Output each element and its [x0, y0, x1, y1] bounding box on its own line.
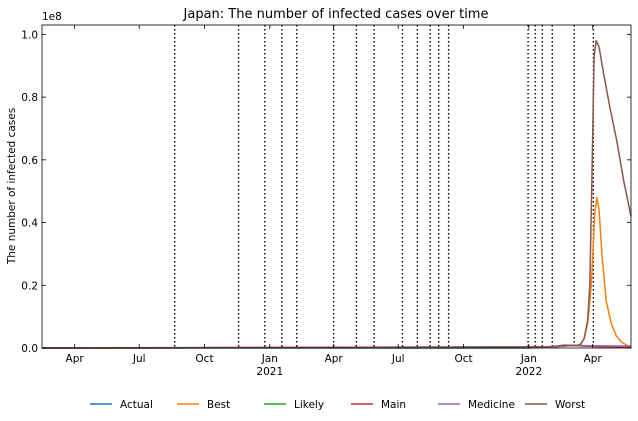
x-tick-label: Apr [325, 353, 344, 365]
x-tick-label: Jan [520, 353, 537, 365]
legend-item-medicine: Medicine [438, 399, 515, 411]
y-tick-label: 0.2 [21, 280, 38, 292]
y-tick-label: 1.0 [21, 29, 38, 41]
y-tick-label: 0.4 [21, 218, 38, 230]
legend-label: Likely [294, 399, 324, 411]
x-tick-label: Jan [261, 353, 278, 365]
y-axis-label: The number of infected cases [6, 108, 18, 265]
y-tick-label: 0.6 [21, 155, 38, 167]
legend-label: Actual [120, 399, 153, 411]
x-tick-label: Jul [391, 353, 405, 365]
legend-label: Main [381, 399, 406, 411]
x-tick-label: Oct [195, 353, 213, 365]
legend-label: Worst [555, 399, 585, 411]
y-tick-label: 0.8 [21, 92, 38, 104]
legend-item-main: Main [351, 399, 406, 411]
legend: Actual Best Likely Main Medicine Worst [90, 399, 585, 411]
legend-label: Best [207, 399, 230, 411]
legend-item-likely: Likely [264, 399, 324, 411]
y-scale-label: 1e8 [42, 11, 62, 23]
chart-title: Japan: The number of infected cases over… [183, 7, 489, 22]
legend-item-best: Best [177, 399, 230, 411]
legend-item-worst: Worst [525, 399, 585, 411]
plot-frame [41, 24, 632, 349]
x-tick-label: Apr [66, 353, 85, 365]
x-tick-label: Jul [132, 353, 146, 365]
legend-item-actual: Actual [90, 399, 153, 411]
series-line-worst [41, 39, 632, 349]
change-date-lines [174, 25, 595, 348]
legend-label: Medicine [468, 399, 515, 411]
x-tick-year-label: 2021 [256, 366, 283, 378]
x-tick-label: Apr [584, 353, 603, 365]
x-tick-label: Oct [454, 353, 472, 365]
y-tick-label: 0.0 [21, 343, 38, 355]
x-tick-year-label: 2022 [515, 366, 542, 378]
